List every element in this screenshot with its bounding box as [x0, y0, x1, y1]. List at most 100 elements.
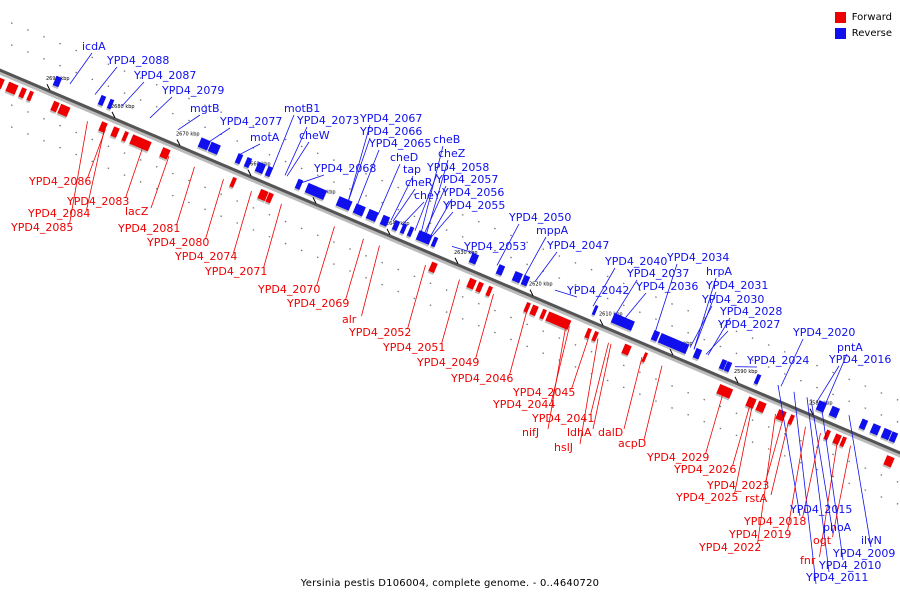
reverse-gene-block-14 — [378, 214, 391, 229]
forward-gene-block-2 — [17, 87, 27, 101]
forward-gene-label: YPD4_2080 — [146, 236, 209, 249]
forward-gene-block-6 — [97, 121, 108, 135]
reverse-gene-block-23 — [519, 274, 531, 289]
reverse-gene-label: YPD4_2015 — [789, 503, 852, 516]
forward-gene-label: YPD4_2081 — [117, 222, 180, 235]
forward-gene-label: ogt — [813, 534, 832, 547]
forward-gene-block-20 — [538, 308, 547, 322]
reverse-leader-line — [554, 289, 578, 298]
reverse-leader-line — [286, 141, 310, 177]
forward-gene-block-17 — [484, 285, 493, 299]
forward-gene-block-34-body — [883, 455, 895, 468]
reverse-gene-block-22-body — [511, 270, 524, 284]
tick-mark — [176, 139, 181, 146]
reverse-leader-line — [777, 384, 801, 517]
forward-leader-line — [316, 226, 335, 287]
forward-gene-label: YPD4_2051 — [382, 341, 445, 354]
tick-mark — [529, 289, 534, 296]
forward-gene-label: YPD4_2049 — [416, 356, 479, 369]
reverse-leader-line — [623, 292, 647, 320]
reverse-gene-block-4-body — [207, 141, 221, 155]
forward-leader-line — [819, 440, 838, 558]
reverse-gene-block-27 — [656, 333, 690, 356]
forward-leader-line — [176, 166, 195, 226]
reverse-gene-block-33-body — [828, 405, 841, 419]
reverse-gene-block-15-body — [391, 219, 401, 232]
reverse-gene-block-8-body — [264, 165, 274, 178]
forward-gene-block-15-body — [466, 277, 477, 290]
reverse-gene-label: YPD4_2016 — [828, 353, 891, 366]
forward-leader-line — [592, 343, 612, 430]
reverse-gene-block-11 — [334, 196, 353, 213]
forward-gene-block-8 — [120, 131, 129, 144]
tick-label: 2610 kbp — [599, 311, 623, 317]
reverse-gene-label: YPD4_2020 — [792, 326, 855, 339]
reverse-gene-label: cheB — [433, 133, 460, 146]
reverse-leader-line — [810, 398, 834, 535]
reverse-leader-line — [356, 149, 380, 207]
forward-gene-block-26-body — [716, 384, 734, 399]
reverse-leader-line — [780, 338, 804, 387]
forward-gene-label: rstA — [745, 492, 768, 505]
forward-gene-block-14 — [427, 261, 438, 275]
reverse-gene-label: YPD4_2028 — [719, 305, 782, 318]
forward-gene-block-9-body — [129, 134, 152, 152]
reverse-leader-line — [390, 175, 414, 221]
reverse-leader-line — [149, 96, 173, 119]
tick-mark — [454, 257, 459, 264]
reverse-leader-line — [414, 173, 438, 231]
forward-gene-label: YPD4_2022 — [698, 541, 761, 554]
reverse-gene-block-3 — [196, 137, 211, 153]
reverse-gene-block-30 — [722, 361, 733, 375]
forward-gene-label: fnr — [800, 554, 816, 567]
reverse-leader-line — [806, 397, 830, 573]
forward-gene-block-28-body — [755, 400, 767, 413]
reverse-gene-block-2-body — [106, 98, 115, 110]
backbone-line — [0, 68, 900, 455]
forward-leader-line — [643, 365, 663, 441]
reverse-leader-line — [707, 317, 731, 356]
forward-gene-block-22-body — [584, 327, 592, 339]
reverse-gene-block-34 — [857, 418, 869, 432]
reverse-gene-block-21-body — [495, 264, 506, 276]
legend-item-forward: Forward — [834, 9, 892, 25]
forward-leader-line — [770, 419, 790, 496]
forward-gene-label: YPD4_2069 — [286, 297, 349, 310]
tick-mark — [46, 84, 51, 91]
forward-gene-block-25-body — [641, 352, 649, 363]
reverse-gene-block-24 — [590, 304, 599, 318]
forward-leader-line — [732, 403, 751, 467]
forward-gene-label: YPD4_2046 — [450, 372, 513, 385]
reverse-gene-block-12-body — [352, 203, 366, 217]
forward-leader-line — [86, 128, 105, 211]
reverse-gene-label: motA — [250, 131, 280, 144]
label-leader-lines — [69, 52, 872, 585]
reverse-gene-label: YPD4_2031 — [705, 279, 768, 292]
forward-gene-block-11 — [228, 176, 237, 190]
forward-gene-label: acpD — [618, 437, 646, 450]
forward-gene-block-4 — [49, 100, 60, 115]
reverse-leader-line — [824, 353, 848, 406]
reverse-leader-line — [94, 66, 118, 95]
reverse-gene-block-28-body — [692, 347, 703, 360]
reverse-gene-label: YPD4_2037 — [626, 267, 689, 280]
forward-gene-block-9 — [128, 134, 152, 154]
reverse-gene-block-2 — [105, 98, 115, 112]
reverse-leader-line — [177, 114, 201, 131]
reverse-leader-line — [654, 263, 678, 333]
reverse-gene-block-26-body — [650, 330, 661, 342]
reverse-leader-line — [816, 365, 840, 402]
forward-leader-line — [263, 203, 282, 269]
reverse-leader-line — [423, 185, 447, 235]
reverse-gene-label: YPD4_2011 — [805, 571, 868, 584]
forward-gene-label: lacZ — [125, 205, 149, 218]
forward-gene-label: YPD4_2052 — [348, 326, 411, 339]
forward-leader-line — [69, 121, 88, 225]
forward-leader-line — [765, 417, 784, 483]
reverse-leader-line — [848, 415, 872, 548]
forward-gene-block-27-body — [745, 396, 757, 409]
tick-mark — [111, 111, 116, 119]
forward-gene-block-23-body — [591, 330, 599, 342]
forward-leader-line — [509, 308, 528, 376]
forward-gene-block-7-body — [110, 126, 120, 138]
